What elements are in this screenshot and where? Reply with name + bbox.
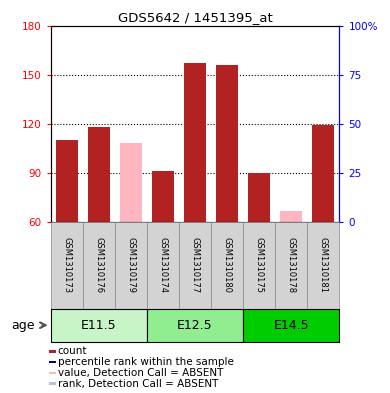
Text: GSM1310175: GSM1310175 bbox=[255, 237, 264, 293]
Bar bbox=[179, 222, 211, 309]
Bar bbox=[51, 222, 83, 309]
Text: GSM1310177: GSM1310177 bbox=[190, 237, 200, 293]
Text: rank, Detection Call = ABSENT: rank, Detection Call = ABSENT bbox=[58, 379, 218, 389]
Bar bbox=[216, 65, 238, 222]
Bar bbox=[88, 127, 110, 222]
Text: GSM1310173: GSM1310173 bbox=[62, 237, 71, 293]
Bar bbox=[184, 63, 206, 222]
Bar bbox=[49, 371, 56, 374]
Text: E14.5: E14.5 bbox=[273, 319, 309, 332]
Text: E12.5: E12.5 bbox=[177, 319, 213, 332]
Text: GSM1310178: GSM1310178 bbox=[287, 237, 296, 293]
Bar bbox=[49, 350, 56, 353]
Text: age: age bbox=[11, 319, 35, 332]
Text: count: count bbox=[58, 346, 87, 356]
Bar bbox=[307, 222, 339, 309]
Bar bbox=[152, 171, 174, 222]
Text: GSM1310181: GSM1310181 bbox=[319, 237, 328, 293]
Bar bbox=[120, 143, 142, 222]
Bar bbox=[49, 382, 56, 385]
Bar bbox=[248, 173, 270, 222]
Bar bbox=[147, 222, 179, 309]
Bar bbox=[147, 309, 243, 342]
Bar bbox=[280, 211, 302, 222]
Bar bbox=[51, 309, 147, 342]
Text: percentile rank within the sample: percentile rank within the sample bbox=[58, 357, 234, 367]
Text: value, Detection Call = ABSENT: value, Detection Call = ABSENT bbox=[58, 368, 223, 378]
Text: E11.5: E11.5 bbox=[81, 319, 117, 332]
Title: GDS5642 / 1451395_at: GDS5642 / 1451395_at bbox=[118, 11, 272, 24]
Bar bbox=[211, 222, 243, 309]
Text: GSM1310180: GSM1310180 bbox=[223, 237, 232, 293]
Text: GSM1310176: GSM1310176 bbox=[94, 237, 103, 293]
Bar bbox=[49, 361, 56, 364]
Bar bbox=[83, 222, 115, 309]
Bar bbox=[115, 222, 147, 309]
Bar bbox=[275, 222, 307, 309]
Bar bbox=[312, 125, 335, 222]
Text: GSM1310174: GSM1310174 bbox=[158, 237, 167, 293]
Text: GSM1310179: GSM1310179 bbox=[126, 237, 135, 293]
Bar bbox=[243, 309, 339, 342]
Bar bbox=[243, 222, 275, 309]
Bar bbox=[55, 140, 78, 222]
